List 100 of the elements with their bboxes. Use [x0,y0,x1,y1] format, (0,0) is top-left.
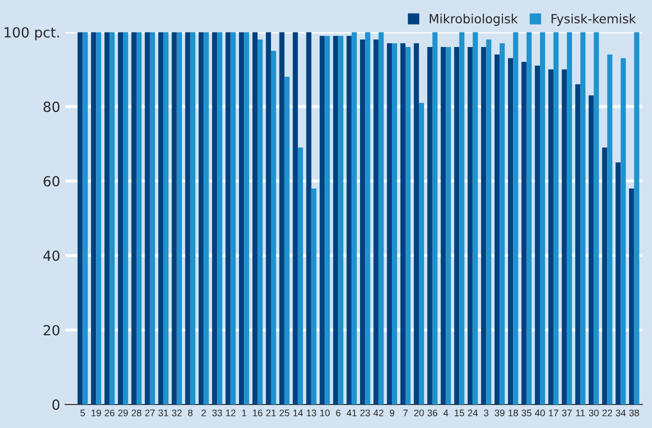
bar [333,36,338,404]
bar [198,32,204,404]
bar [176,32,182,404]
y-tick-label: 80 [44,102,60,112]
y-tick-label: 20 [44,324,60,336]
bar [365,32,370,404]
y-tick-label: 60 [44,176,60,187]
bar [486,40,492,404]
bar [144,32,150,404]
x-tick-label: 4 [443,410,448,416]
x-tick-label: 6 [336,410,340,416]
bar [158,32,164,404]
x-tick-label: 25 [280,410,290,416]
bar [400,43,406,404]
bar [548,69,554,404]
bar [634,32,640,404]
bar [104,32,110,404]
x-tick-label: 29 [118,410,128,416]
x-tick-label: 16 [253,410,262,416]
bar [526,32,532,404]
bar [418,102,424,404]
bar [454,46,460,404]
x-tick-label: 5 [80,410,85,416]
bar [78,32,83,404]
y-tick-label: 40 [43,250,60,261]
bar [446,46,451,404]
bar [405,46,411,404]
x-tick-label: 12 [226,410,236,416]
x-tick-label: 9 [390,410,394,416]
bar [553,32,559,404]
bar [540,32,546,404]
x-tick-label: 3 [484,410,488,416]
bar [459,32,464,404]
bar [588,95,594,404]
bar [306,32,312,404]
bar [230,32,236,404]
bar [82,32,88,404]
x-tick-label: 28 [132,410,142,416]
x-tick-label: 24 [468,410,478,416]
x-tick-label: 19 [92,410,101,416]
bar [279,32,284,404]
bar [602,148,608,404]
bar [226,32,231,404]
x-tick-label: 36 [428,410,438,416]
x-tick-label: 2 [202,410,206,416]
bar [580,32,586,404]
bar [324,36,330,404]
bar [217,32,222,404]
x-tick-label: 13 [306,410,316,416]
bar [616,162,621,404]
bar [311,188,316,404]
bar [96,32,102,404]
x-tick-label: 21 [266,410,276,416]
x-tick-label: 20 [414,410,424,416]
bar [386,43,392,404]
legend-label: Mikrobiologisk [430,14,518,26]
bar [468,46,473,404]
x-tick-label: 10 [320,410,330,416]
y-tick-label: 0 [52,399,60,410]
x-tick-label: 27 [145,410,155,416]
bar [594,32,599,404]
bar [150,32,156,404]
bar [204,32,209,404]
bar [513,32,518,404]
x-tick-label: 26 [104,410,114,416]
x-tick-label: 37 [562,410,572,416]
bar [270,50,276,404]
bar [244,32,250,404]
bar [91,32,96,404]
x-tick-label: 35 [522,410,532,416]
bar [258,40,263,404]
bar [575,84,580,404]
x-tick-label: 11 [576,410,585,416]
y-tick-label: 100 pct. [4,27,59,40]
bar [252,32,258,404]
bar [238,32,244,404]
bar [118,32,124,404]
bar [607,54,612,404]
x-tick-label: 8 [188,410,193,416]
bar [292,32,298,404]
x-tick-label: 32 [172,410,182,416]
bar [440,46,446,404]
bar [360,40,366,404]
bar [338,36,344,404]
bar [566,32,572,404]
bar [392,43,398,404]
x-tick-label: 15 [454,410,464,416]
bar [320,36,325,404]
x-tick-label: 7 [403,410,408,416]
bar [284,76,290,404]
x-tick-label: 1 [242,410,246,416]
bar [521,62,527,404]
bar [352,32,357,404]
x-tick-label: 41 [346,410,356,416]
bar [346,36,352,404]
x-tick-label: 30 [588,410,599,416]
bar [620,58,626,404]
x-tick-label: 33 [212,410,222,416]
x-tick-label: 17 [548,410,558,416]
bar [131,32,136,404]
